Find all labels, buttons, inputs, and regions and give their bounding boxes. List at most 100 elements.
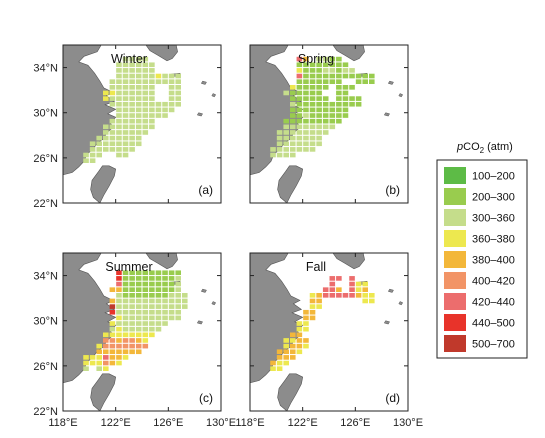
legend-swatch: [444, 167, 466, 184]
pco2-cell: [142, 281, 149, 287]
pco2-cell: [283, 118, 289, 124]
pco2-cell: [182, 298, 188, 304]
pco2-cell: [149, 96, 155, 101]
pco2-cell: [270, 360, 276, 366]
pco2-cell: [116, 287, 122, 292]
pco2-cell: [175, 270, 181, 276]
pco2-cell: [142, 326, 149, 332]
pco2-cell: [149, 309, 155, 315]
pco2-cell: [135, 287, 142, 292]
pco2-cell: [135, 101, 142, 107]
pco2-cell: [129, 332, 135, 338]
pco2-cell: [122, 56, 129, 62]
y-tick-label: 34°N: [33, 63, 58, 75]
pco2-cell: [135, 315, 142, 321]
pco2-cell: [142, 304, 149, 309]
pco2-cell: [129, 326, 135, 332]
pco2-cell: [322, 107, 329, 113]
pco2-cell: [135, 107, 142, 113]
pco2-cell: [96, 147, 102, 152]
pco2-cell: [135, 130, 142, 135]
pco2-cell: [155, 113, 162, 118]
pco2-cell: [122, 338, 129, 343]
pco2-cell: [135, 85, 142, 90]
pco2-cell: [116, 113, 122, 118]
pco2-cell: [129, 107, 135, 113]
pco2-cell: [276, 349, 283, 355]
legend-label: 100–200: [472, 171, 515, 183]
pco2-cell: [142, 309, 149, 315]
pco2-cell: [162, 113, 168, 118]
pco2-cell: [175, 101, 181, 107]
pco2-cell: [122, 124, 129, 130]
season-title: Winter: [111, 52, 147, 66]
pco2-cell: [329, 293, 336, 298]
pco2-cell: [109, 343, 116, 349]
panel-label: (d): [385, 391, 400, 405]
pco2-cell: [296, 62, 303, 68]
pco2-cell: [303, 343, 309, 349]
pco2-cell: [336, 56, 342, 62]
pco2-cell: [349, 101, 355, 107]
legend-label: 400–420: [472, 276, 515, 288]
pco2-cell: [129, 101, 135, 107]
pco2-cell: [309, 85, 316, 90]
pco2-cell: [89, 152, 96, 158]
legend-frame: [436, 159, 528, 359]
pco2-cell: [129, 276, 135, 281]
pco2-cell: [303, 326, 309, 332]
pco2-cell: [135, 349, 142, 355]
pco2-cell: [362, 298, 368, 304]
pco2-cell: [116, 85, 122, 90]
pco2-cell: [122, 135, 129, 141]
pco2-cell: [129, 56, 135, 62]
small-island: [398, 301, 404, 306]
korea-peninsula: [145, 45, 178, 62]
pco2-cell: [322, 287, 329, 292]
korea-peninsula: [145, 253, 178, 270]
pco2-cell: [122, 68, 129, 73]
pco2-cell: [162, 73, 168, 79]
pco2-cell: [362, 287, 368, 292]
panel-summer: 22°N 26°N 30°N 34°N 118°E 122°E 126°E 130°E Summ…: [33, 252, 236, 429]
pco2-cell: [142, 56, 149, 62]
pco2-cell: [283, 355, 289, 360]
pco2-cell: [290, 124, 296, 130]
pco2-cell: [135, 281, 142, 287]
pco2-cell: [296, 332, 303, 338]
pco2-cell: [103, 147, 109, 152]
y-tick-label: 30°N: [33, 108, 58, 120]
pco2-cell: [309, 73, 316, 79]
pco2-cell: [322, 101, 329, 107]
pco2-cell: [276, 141, 283, 147]
legend-label: 440–500: [472, 318, 515, 330]
pco2-cell: [155, 326, 162, 332]
pco2-cell: [109, 304, 116, 309]
pco2-cell: [168, 293, 175, 298]
pco2-cell: [116, 135, 122, 141]
pco2-cell: [182, 293, 188, 298]
pco2-cell: [303, 315, 309, 321]
pco2-cell: [109, 101, 116, 107]
pco2-cell: [116, 321, 122, 326]
pco2-cell: [122, 281, 129, 287]
pco2-cell: [155, 304, 162, 309]
pco2-cell: [303, 130, 309, 135]
legend-title: pCO2 (atm): [456, 141, 513, 155]
pco2-cell: [122, 79, 129, 84]
pco2-cell: [135, 79, 142, 84]
pco2-cell: [303, 101, 309, 107]
pco2-cell: [355, 79, 362, 84]
pco2-cell: [329, 276, 336, 281]
pco2-cell: [175, 276, 181, 281]
legend-swatch: [444, 230, 466, 247]
pco2-cell: [103, 135, 109, 141]
pco2-cell: [336, 287, 342, 292]
pco2-cell: [175, 287, 181, 292]
pco2-cell: [336, 118, 342, 124]
pco2-cell: [122, 90, 129, 96]
pco2-cell: [129, 349, 135, 355]
pco2-cell: [336, 107, 342, 113]
pco2-cell: [142, 321, 149, 326]
pco2-cell: [103, 90, 109, 96]
